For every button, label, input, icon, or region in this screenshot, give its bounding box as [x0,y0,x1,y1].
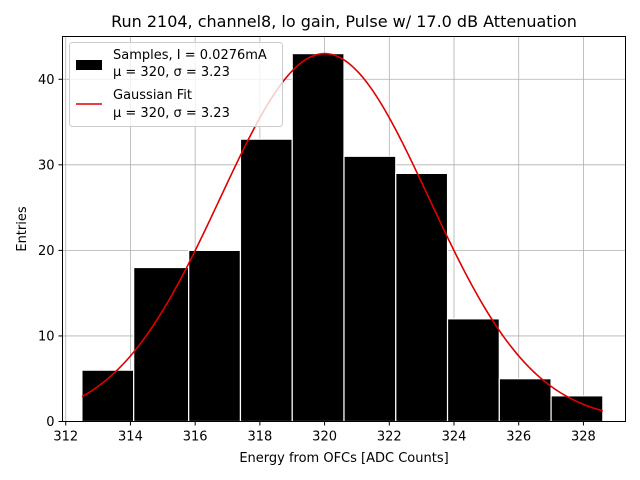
plot-frame [62,36,626,422]
chart-title: Run 2104, channel8, lo gain, Pulse w/ 17… [111,12,577,31]
x-tick-label: 312 [53,430,78,445]
x-tick-label: 322 [377,430,402,445]
y-tick-label: 30 [38,158,55,173]
legend-fit-stats: μ = 320, σ = 3.23 [113,106,230,121]
x-tick-label: 328 [571,430,596,445]
x-tick-label: 326 [506,430,531,445]
histogram-bar [291,53,345,423]
histogram-bar [343,155,397,423]
y-tick-label: 20 [38,244,55,259]
x-tick-label: 320 [312,430,337,445]
histogram-bar [395,172,449,423]
histogram-bars [81,53,604,423]
legend: Samples, I = 0.0276mA μ = 320, σ = 3.23 … [69,42,283,127]
x-tick-label: 318 [247,430,272,445]
x-tick-label: 316 [183,430,208,445]
y-axis-ticks: 0 10 20 30 40 [38,73,63,430]
x-axis-label: Energy from OFCs [ADC Counts] [239,451,448,466]
y-tick-label: 0 [46,415,54,430]
legend-fit-label: Gaussian Fit [113,88,192,103]
y-axis-label: Entries [15,206,30,252]
x-tick-label: 314 [118,430,143,445]
histogram-bar [188,249,242,423]
legend-histogram-label: Samples, I = 0.0276mA [113,48,267,63]
histogram-bar [239,138,293,423]
gaussian-fit-line [81,52,604,412]
y-tick-label: 40 [38,73,55,88]
legend-box [69,42,283,127]
x-axis-ticks: 312 314 316 318 320 322 324 326 328 [53,421,596,445]
histogram-bar [133,266,190,423]
y-tick-label: 10 [38,329,55,344]
histogram-bar [446,318,500,423]
histogram-bar [498,378,552,423]
x-tick-label: 324 [442,430,467,445]
legend-histogram-swatch [76,60,102,70]
legend-histogram-stats: μ = 320, σ = 3.23 [113,65,230,80]
